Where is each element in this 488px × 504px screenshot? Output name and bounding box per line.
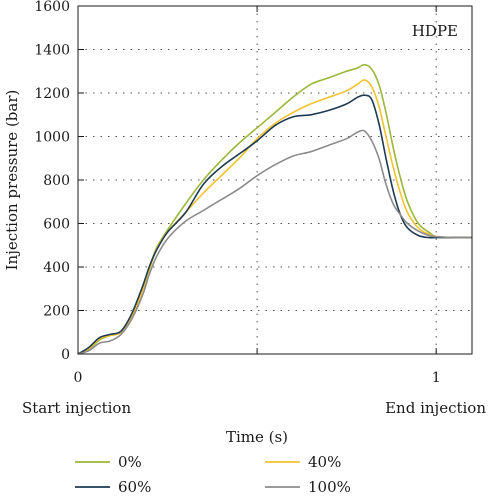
material-annotation: HDPE [412,22,458,40]
y-tick-label: 1000 [34,130,70,146]
y-tick-label: 400 [43,260,70,276]
y-tick-label: 1400 [34,43,70,59]
y-tick-label: 0 [61,347,70,363]
legend-label: 40% [308,453,341,471]
y-tick-label: 1600 [34,0,70,15]
legend-label: 100% [308,478,351,496]
legend-label: 60% [118,478,151,496]
x-axis-title: Time (s) [226,428,288,446]
start-injection-label: Start injection [22,399,131,417]
legend-label: 0% [118,453,142,471]
y-tick-label: 600 [43,217,70,233]
end-injection-label: End injection [385,399,486,417]
grid [78,6,472,354]
x-tick-label: 1 [432,370,441,386]
y-tick-label: 200 [43,304,70,320]
series-line-60pct [77,94,472,355]
y-axis-title: Injection pressure (bar) [3,90,21,271]
legend: 0% 40% 60% 100% [75,453,351,496]
y-tick-label: 1200 [34,86,70,102]
y-tick-label: 800 [43,173,70,189]
series-lines [77,63,473,355]
x-tick-label: 0 [74,370,83,386]
axis-ticks: 0 200 400 600 800 1000 1200 1400 1600 0 1 [34,0,440,386]
series-line-0pct [77,63,473,355]
series-line-100pct [77,129,473,355]
series-line-40pct [77,79,473,355]
